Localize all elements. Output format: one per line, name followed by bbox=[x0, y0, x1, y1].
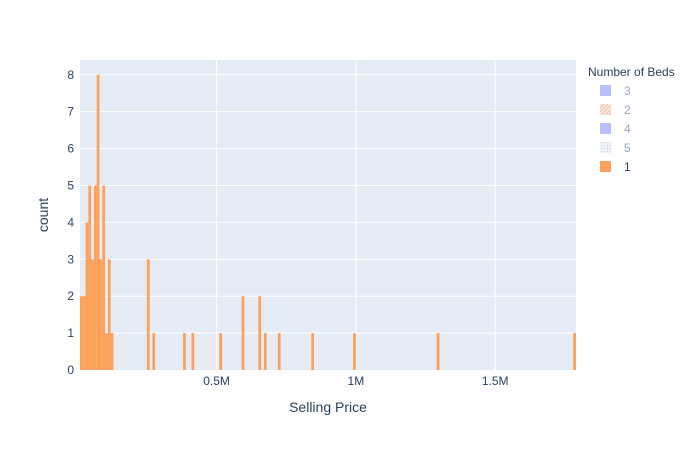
legend-label: 3 bbox=[624, 84, 631, 98]
y-tick-label: 3 bbox=[67, 252, 74, 266]
histogram-bar[interactable] bbox=[96, 74, 100, 370]
x-axis-title: Selling Price bbox=[289, 399, 367, 415]
histogram-bar[interactable] bbox=[263, 333, 267, 370]
y-tick-label: 4 bbox=[67, 215, 74, 229]
x-tick-labels: 0.5M 1M 1.5M bbox=[203, 374, 508, 388]
histogram-bar[interactable] bbox=[99, 259, 103, 370]
histogram-bar[interactable] bbox=[436, 333, 440, 370]
x-tick-label: 1M bbox=[348, 374, 365, 388]
histogram-bar[interactable] bbox=[85, 222, 89, 370]
histogram-bar[interactable] bbox=[91, 259, 94, 370]
legend-label: 4 bbox=[624, 122, 631, 136]
histogram-bar[interactable] bbox=[107, 259, 111, 370]
legend-label: 1 bbox=[624, 160, 631, 174]
legend-label: 2 bbox=[624, 103, 631, 117]
histogram-bar[interactable] bbox=[311, 333, 315, 370]
y-tick-label: 7 bbox=[67, 105, 74, 119]
x-tick-label: 0.5M bbox=[203, 374, 230, 388]
legend-item[interactable]: 1 bbox=[600, 160, 631, 174]
legend-title: Number of Beds bbox=[588, 65, 675, 79]
legend-item[interactable]: 3 bbox=[600, 84, 631, 98]
legend-item[interactable]: 5 bbox=[600, 141, 631, 155]
histogram-bar[interactable] bbox=[183, 333, 186, 370]
histogram-bar[interactable] bbox=[191, 333, 195, 370]
x-gridlines bbox=[216, 60, 496, 370]
legend-item[interactable]: 2 bbox=[600, 103, 631, 117]
histogram-bar[interactable] bbox=[219, 333, 223, 370]
legend-label: 5 bbox=[624, 141, 631, 155]
y-tick-label: 6 bbox=[67, 142, 74, 156]
histogram-bar[interactable] bbox=[102, 185, 106, 370]
legend-swatch bbox=[600, 85, 611, 96]
y-tick-label: 5 bbox=[67, 178, 74, 192]
y-tick-label: 8 bbox=[67, 68, 74, 82]
histogram-bar[interactable] bbox=[82, 296, 86, 370]
legend-swatch bbox=[600, 104, 611, 115]
histogram-bar[interactable] bbox=[146, 259, 150, 370]
histogram-bar[interactable] bbox=[573, 333, 576, 370]
y-axis-title: count bbox=[35, 198, 51, 232]
histogram-bar[interactable] bbox=[277, 333, 281, 370]
legend-swatch bbox=[600, 161, 611, 172]
legend-swatch bbox=[600, 123, 611, 134]
histogram-bar[interactable] bbox=[80, 296, 83, 370]
legend-item[interactable]: 4 bbox=[600, 122, 631, 136]
y-tick-label: 2 bbox=[67, 289, 74, 303]
histogram-bar[interactable] bbox=[88, 185, 92, 370]
x-tick-label: 1.5M bbox=[482, 374, 509, 388]
histogram-bar[interactable] bbox=[258, 296, 262, 370]
histogram-bar[interactable] bbox=[353, 333, 356, 370]
histogram-bar[interactable] bbox=[110, 333, 114, 370]
histogram-bar[interactable] bbox=[93, 185, 97, 370]
y-tick-label: 0 bbox=[67, 363, 74, 377]
y-gridlines bbox=[80, 74, 576, 334]
y-tick-labels: 0 1 2 3 4 5 6 7 8 bbox=[67, 68, 74, 377]
histogram-bars bbox=[80, 74, 576, 370]
histogram-bar[interactable] bbox=[241, 296, 245, 370]
legend-swatch bbox=[600, 142, 611, 153]
y-tick-label: 1 bbox=[67, 326, 74, 340]
plot-area bbox=[80, 60, 576, 370]
histogram-bar[interactable] bbox=[105, 333, 108, 370]
histogram-bar[interactable] bbox=[152, 333, 156, 370]
legend[interactable]: Number of Beds 3 2 4 5 1 bbox=[588, 65, 675, 174]
